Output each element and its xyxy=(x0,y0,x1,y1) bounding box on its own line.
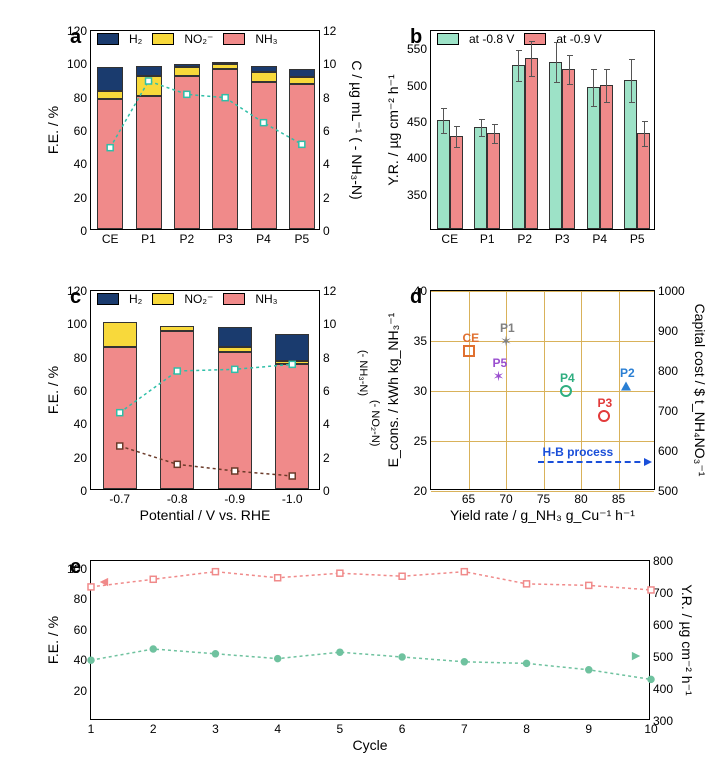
chart-b: Y.R. / µg cm⁻² h⁻¹ at -0.8 V at -0.9 V 3… xyxy=(430,30,655,230)
chart-e: F.E. / % Y.R. / µg cm⁻² h⁻¹ Cycle 204060… xyxy=(90,560,650,720)
ylabel-d: E_cons. / kWh kg_NH₃⁻¹ xyxy=(385,313,401,468)
y2lab-c-no2: (- NO₂-N) xyxy=(369,400,381,446)
ylabel2-d: Capital cost / $ t_NH₄NO₃⁻¹ xyxy=(692,304,708,477)
chart-c: F.E. / % Potential / V vs. RHE H₂ NO₂⁻ N… xyxy=(90,290,320,490)
xlabel-c: Potential / V vs. RHE xyxy=(140,489,271,523)
ylabel2-a: C / µg mL⁻¹ ( - NH₃-N) xyxy=(349,60,365,199)
chart-d: E_cons. / kWh kg_NH₃⁻¹ Capital cost / $ … xyxy=(430,290,655,490)
chart-a: F.E. / % C / µg mL⁻¹ ( - NH₃-N) H₂ NO₂⁻ … xyxy=(90,30,320,230)
y2lab-c-nh3: (- NH₃-N) xyxy=(357,350,369,396)
legend-b: at -0.8 V at -0.9 V xyxy=(437,32,602,46)
ylabel-e: F.E. / % xyxy=(45,616,61,664)
ylabel-b: Y.R. / µg cm⁻² h⁻¹ xyxy=(385,74,401,185)
xlabel-e: Cycle xyxy=(352,719,387,753)
ylabel-c: F.E. / % xyxy=(45,366,61,414)
ylabel2-e: Y.R. / µg cm⁻² h⁻¹ xyxy=(679,584,695,695)
ylabel-a: F.E. / % xyxy=(45,106,61,154)
